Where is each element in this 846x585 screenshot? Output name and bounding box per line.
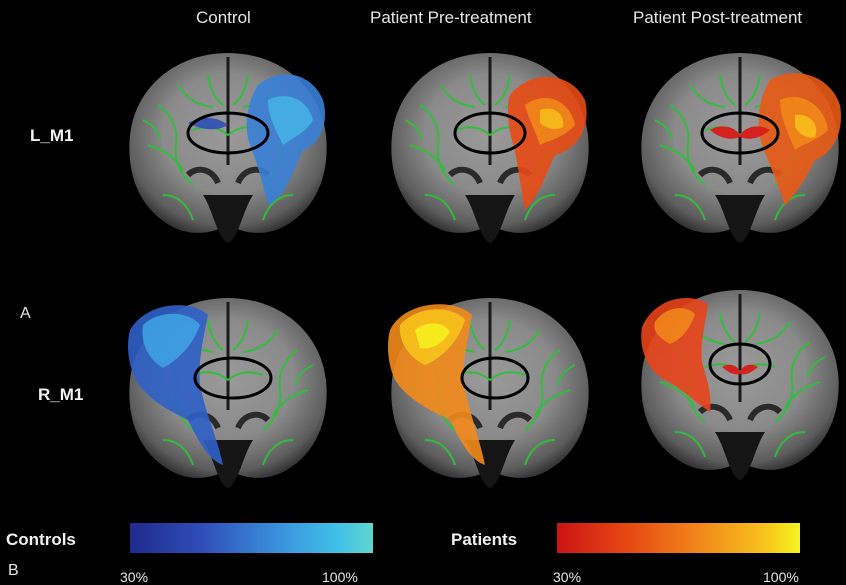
brain-image-patient-pre-r-m1 <box>387 285 600 495</box>
brain-image-patient-pre-l-m1 <box>380 40 600 250</box>
column-title-pre-treatment: Patient Pre-treatment <box>370 8 532 27</box>
row-label-l-m1: L_M1 <box>30 126 74 145</box>
column-title-control: Control <box>196 8 251 27</box>
controls-scale-max: 100% <box>322 569 358 585</box>
brain-image-control-l-m1 <box>118 40 338 250</box>
controls-color-scale-bar <box>130 523 373 553</box>
legend-controls-label: Controls <box>6 530 76 549</box>
brain-image-control-r-m1 <box>118 285 338 495</box>
row-label-r-m1: R_M1 <box>38 385 84 404</box>
patients-color-scale-bar <box>557 523 800 553</box>
patients-scale-min: 30% <box>553 569 582 585</box>
patients-scale-max: 100% <box>763 569 799 585</box>
controls-scale-min: 30% <box>120 569 149 585</box>
column-title-post-treatment: Patient Post-treatment <box>633 8 803 27</box>
brain-image-patient-post-l-m1 <box>630 40 846 250</box>
legend-patients-label: Patients <box>451 530 518 549</box>
panel-label-b: B <box>8 562 19 579</box>
brain-image-patient-post-r-m1 <box>630 272 846 492</box>
panel-label-a: A <box>20 305 31 322</box>
